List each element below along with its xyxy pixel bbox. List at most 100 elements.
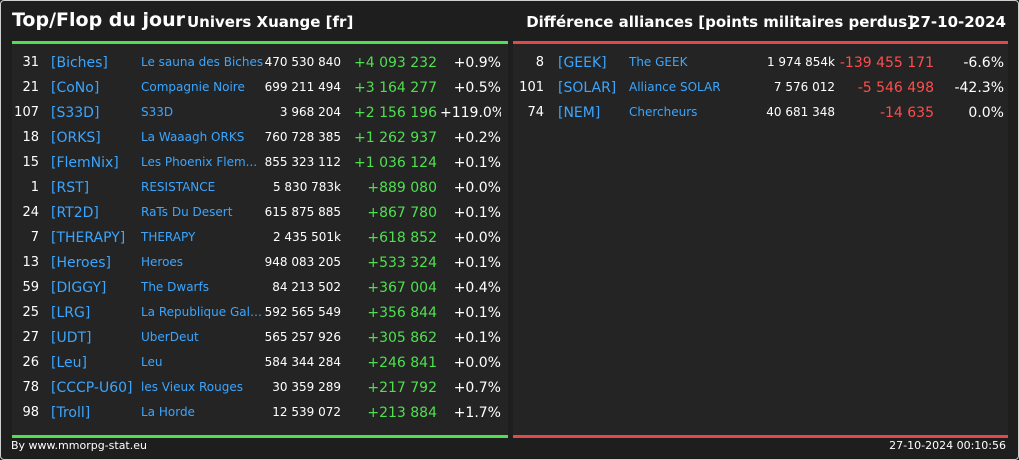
- alliance-name-link[interactable]: Alliance SOLAR: [629, 80, 721, 94]
- alliance-points: 40 681 348: [766, 105, 835, 119]
- alliance-rank: 26: [22, 355, 39, 370]
- alliance-name-link[interactable]: THERAPY: [141, 230, 196, 244]
- alliance-difference: +618 852: [367, 230, 437, 246]
- top-row: 1 [RST] RESISTANCE 5 830 783k +889 080 +0.0%: [12, 175, 508, 200]
- alliance-points: 7 576 012: [773, 80, 835, 94]
- alliance-tag-link[interactable]: [CoNo]: [51, 80, 100, 96]
- alliance-tag-link[interactable]: [CCCP-U60]: [51, 380, 133, 396]
- alliance-difference: +867 780: [367, 205, 437, 221]
- alliance-name-link[interactable]: La Republique Gala...: [141, 305, 265, 319]
- alliance-name-link[interactable]: RaTs Du Desert: [141, 205, 233, 219]
- report-date: 27-10-2024: [910, 13, 1006, 31]
- alliance-rank: 31: [22, 55, 39, 70]
- alliance-percent-change: +0.9%: [453, 55, 501, 71]
- top-row: 21 [CoNo] Compagnie Noire 699 211 494 +3 164…: [12, 75, 508, 100]
- alliance-name-link[interactable]: Chercheurs: [629, 105, 698, 119]
- alliance-rank: 15: [22, 155, 39, 170]
- top-row: 107 [S33D] S33D 3 968 204 +2 156 196 +119.0%: [12, 100, 508, 125]
- flop-row: 74 [NEM] Chercheurs 40 681 348 -14 635 0.0%: [513, 100, 1008, 125]
- alliance-rank: 21: [22, 80, 39, 95]
- alliance-difference: +533 324: [367, 255, 437, 271]
- universe-label: Univers Xuange [fr]: [187, 13, 354, 31]
- alliance-name-link[interactable]: Les Phoenix Flem...: [141, 155, 258, 169]
- alliance-tag-link[interactable]: [ORKS]: [51, 130, 101, 146]
- alliance-difference: +3 164 277: [354, 80, 437, 96]
- top-row: 59 [DIGGY] The Dwarfs 84 213 502 +367 004 +0.…: [12, 275, 508, 300]
- alliance-tag-link[interactable]: [GEEK]: [558, 55, 607, 71]
- alliance-rank: 18: [22, 130, 39, 145]
- alliance-tag-link[interactable]: [THERAPY]: [51, 230, 126, 246]
- alliance-tag-link[interactable]: [Leu]: [51, 355, 87, 371]
- alliance-percent-change: +0.1%: [453, 205, 501, 221]
- alliance-name-link[interactable]: La Horde: [141, 405, 195, 419]
- alliance-rank: 27: [22, 330, 39, 345]
- alliance-tag-link[interactable]: [RT2D]: [51, 205, 99, 221]
- alliance-points: 699 211 494: [264, 80, 341, 94]
- alliance-name-link[interactable]: S33D: [141, 105, 174, 119]
- alliance-rank: 107: [14, 105, 39, 120]
- alliance-difference: +213 884: [367, 405, 437, 421]
- alliance-rank: 8: [535, 55, 544, 70]
- flop-row: 101 [SOLAR] Alliance SOLAR 7 576 012 -5 546 …: [513, 75, 1008, 100]
- alliance-percent-change: +0.0%: [453, 355, 501, 371]
- alliance-difference: +889 080: [367, 180, 437, 196]
- alliance-tag-link[interactable]: [RST]: [51, 180, 90, 196]
- alliance-points: 592 565 549: [264, 305, 341, 319]
- alliance-difference: +356 844: [367, 305, 437, 321]
- alliance-name-link[interactable]: The GEEK: [629, 55, 688, 69]
- alliance-difference: -14 635: [879, 105, 934, 121]
- alliance-points: 948 083 205: [264, 255, 341, 269]
- alliance-rank: 101: [519, 80, 544, 95]
- top-row: 18 [ORKS] La Waaagh ORKS 760 728 385 +1 262 …: [12, 125, 508, 150]
- alliance-name-link[interactable]: Compagnie Noire: [141, 80, 245, 94]
- alliance-percent-change: -6.6%: [963, 55, 1004, 71]
- alliance-points: 565 257 926: [264, 330, 341, 344]
- alliance-tag-link[interactable]: [DIGGY]: [51, 280, 107, 296]
- alliance-tag-link[interactable]: [Biches]: [51, 55, 108, 71]
- alliance-name-link[interactable]: Le sauna des Biches: [141, 55, 264, 69]
- widget-title: Top/Flop du jour: [12, 9, 185, 31]
- alliance-rank: 59: [22, 280, 39, 295]
- alliance-rank: 1: [30, 180, 39, 195]
- alliance-points: 584 344 284: [264, 355, 341, 369]
- alliance-name-link[interactable]: Leu: [141, 355, 163, 369]
- alliance-name-link[interactable]: les Vieux Rouges: [141, 380, 243, 394]
- alliance-tag-link[interactable]: [UDT]: [51, 330, 92, 346]
- alliance-rank: 25: [22, 305, 39, 320]
- alliance-name-link[interactable]: RESISTANCE: [141, 180, 216, 194]
- alliance-rank: 78: [22, 380, 39, 395]
- flop-row: 8 [GEEK] The GEEK 1 974 854k -139 455 171 -6.…: [513, 50, 1008, 75]
- alliance-percent-change: +0.5%: [453, 80, 501, 96]
- alliance-percent-change: +1.7%: [453, 405, 501, 421]
- alliance-tag-link[interactable]: [S33D]: [51, 105, 100, 121]
- alliance-percent-change: -42.3%: [954, 80, 1004, 96]
- top-row: 26 [Leu] Leu 584 344 284 +246 841 +0.0%: [12, 350, 508, 375]
- alliance-percent-change: +0.1%: [453, 155, 501, 171]
- alliance-points: 470 530 840: [264, 55, 341, 69]
- alliance-percent-change: +0.0%: [453, 230, 501, 246]
- alliance-name-link[interactable]: Heroes: [141, 255, 184, 269]
- alliance-tag-link[interactable]: [LRG]: [51, 305, 91, 321]
- alliance-points: 30 359 289: [272, 380, 341, 394]
- alliance-percent-change: +0.7%: [453, 380, 501, 396]
- alliance-points: 3 968 204: [279, 105, 341, 119]
- alliance-tag-link[interactable]: [Troll]: [51, 405, 91, 421]
- alliance-tag-link[interactable]: [Heroes]: [51, 255, 111, 271]
- alliance-tag-link[interactable]: [SOLAR]: [558, 80, 617, 96]
- alliance-name-link[interactable]: The Dwarfs: [141, 280, 209, 294]
- alliance-points: 2 435 501k: [272, 230, 341, 244]
- top-row: 27 [UDT] UberDeut 565 257 926 +305 862 +0.1%: [12, 325, 508, 350]
- top-row: 15 [FlemNix] Les Phoenix Flem... 855 323 11…: [12, 150, 508, 175]
- alliance-name-link[interactable]: UberDeut: [141, 330, 199, 344]
- top-row: 31 [Biches] Le sauna des Biches 470 530 840…: [12, 50, 508, 75]
- alliance-rank: 74: [527, 105, 544, 120]
- alliance-points: 615 875 885: [264, 205, 341, 219]
- alliance-percent-change: +0.4%: [453, 280, 501, 296]
- alliance-points: 12 539 072: [272, 405, 341, 419]
- alliance-tag-link[interactable]: [NEM]: [558, 105, 601, 121]
- alliance-name-link[interactable]: La Waaagh ORKS: [141, 130, 245, 144]
- alliance-tag-link[interactable]: [FlemNix]: [51, 155, 119, 171]
- category-label: Différence alliances [points militaires …: [526, 13, 914, 31]
- source-link[interactable]: By www.mmorpg-stat.eu: [11, 439, 147, 452]
